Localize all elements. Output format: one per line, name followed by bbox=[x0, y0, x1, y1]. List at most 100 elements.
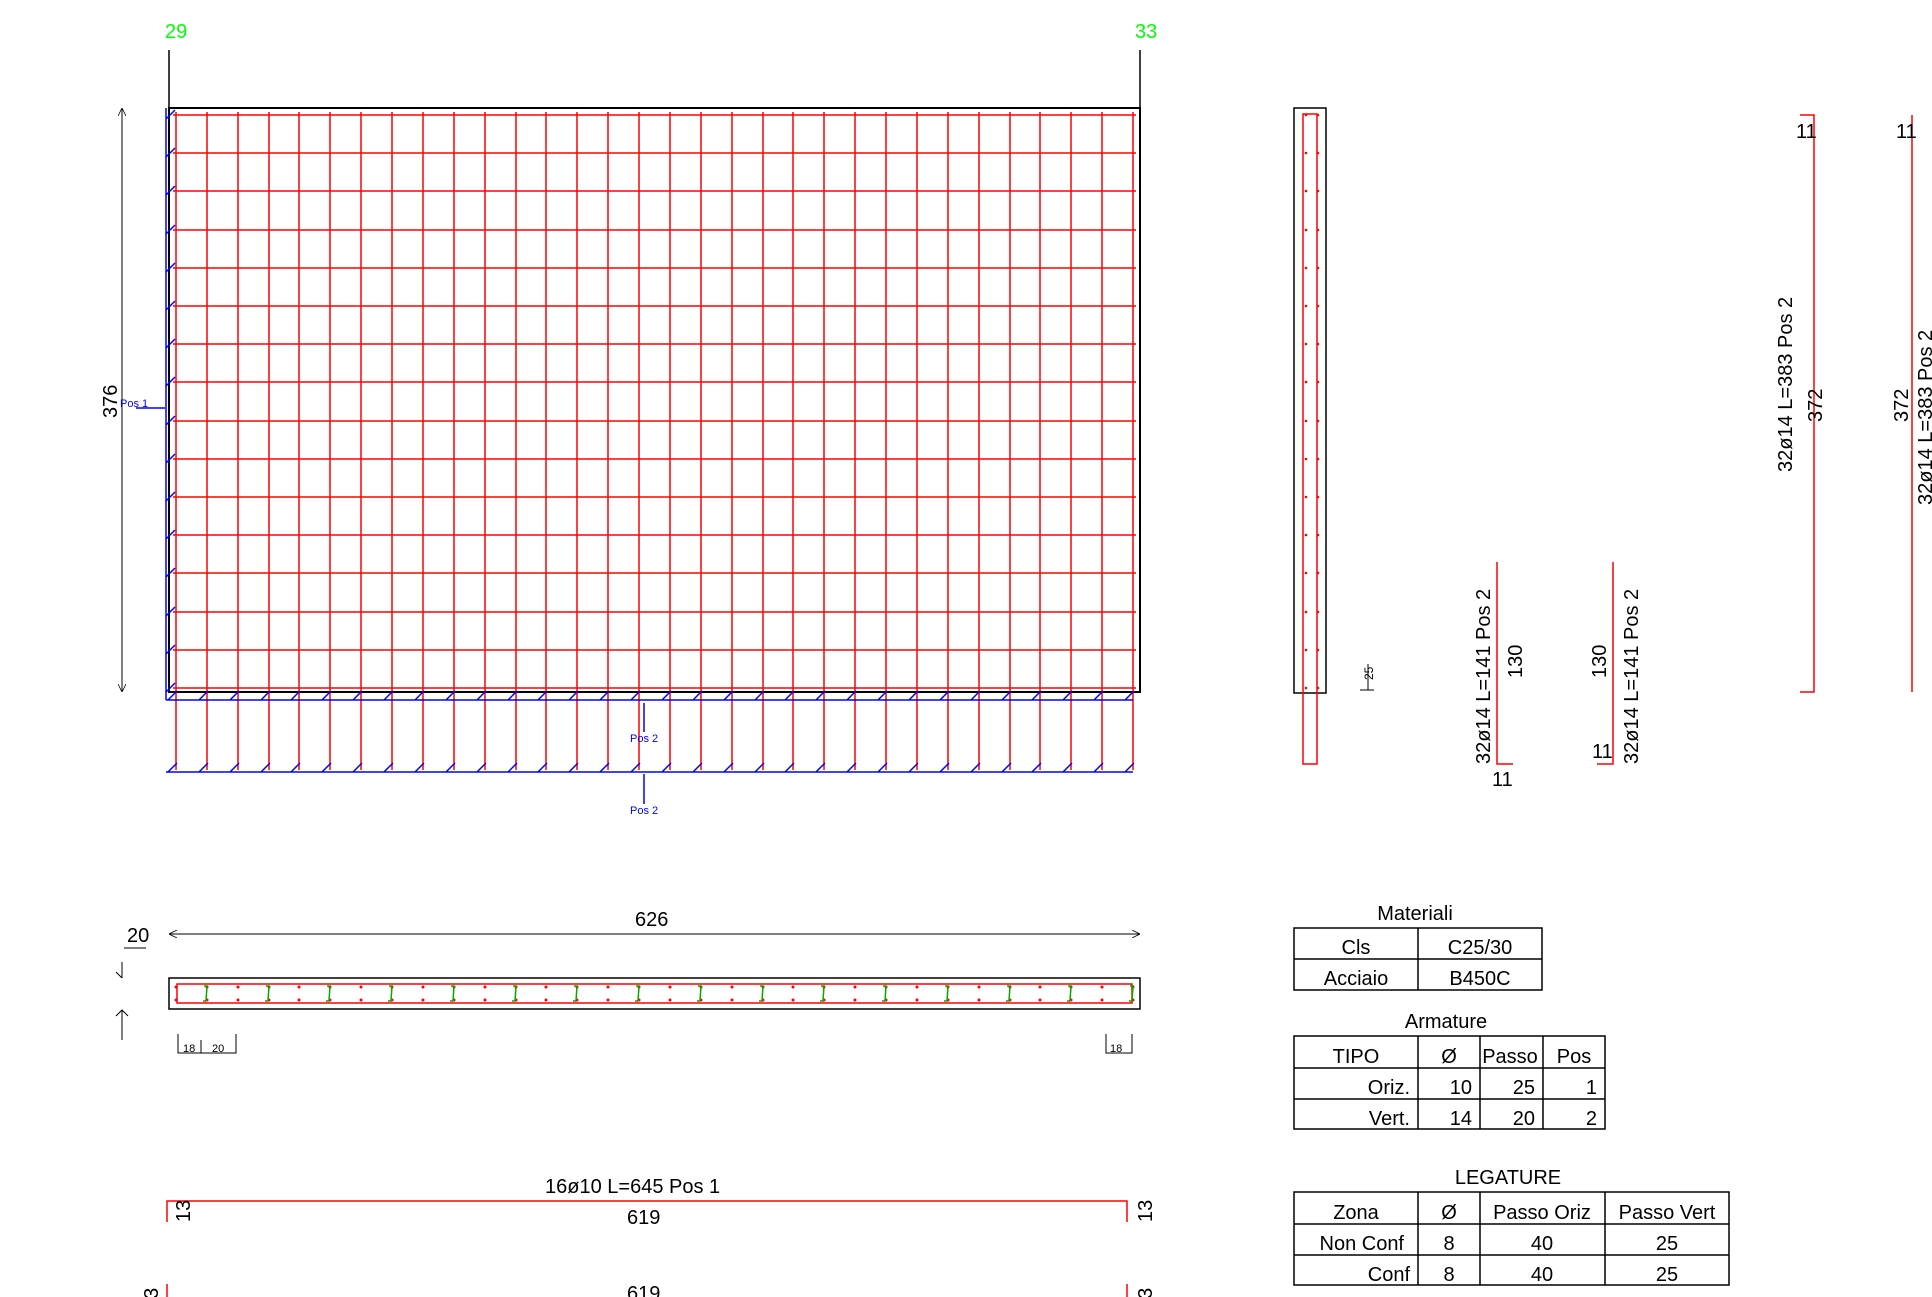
plan-bar-dot bbox=[791, 985, 795, 989]
wall-elevation bbox=[165, 107, 1141, 773]
legature-header: Zona bbox=[1333, 1202, 1379, 1224]
plan-bar-dot bbox=[668, 985, 672, 989]
plan-tie bbox=[1067, 985, 1072, 1002]
starter-b-label: 32ø14 L=141 Pos 2 bbox=[1621, 589, 1643, 764]
plan-tie bbox=[326, 985, 331, 1002]
plan-length-dimension: 626 bbox=[169, 909, 1140, 934]
plan-bar-dot bbox=[297, 985, 301, 989]
plan-bar-dot bbox=[236, 985, 240, 989]
plan-bar-dot bbox=[544, 998, 548, 1002]
starter-tie-tick bbox=[939, 690, 950, 701]
plan-tie bbox=[1129, 985, 1134, 1002]
starter-tie-tick bbox=[661, 762, 672, 773]
starter-tie-tick bbox=[784, 762, 795, 773]
legature-table: LEGATURE Zona Ø Passo Oriz Passo Vert No… bbox=[1293, 1167, 1730, 1286]
vertical-b-hook: 11 bbox=[1896, 121, 1917, 143]
armature-cell: Vert. bbox=[1369, 1108, 1410, 1130]
armature-cell: 14 bbox=[1450, 1108, 1472, 1130]
axis-label-left: 29 bbox=[165, 21, 187, 43]
materiali-cell: C25/30 bbox=[1448, 937, 1513, 959]
plan-tie bbox=[697, 985, 702, 1002]
section-bar-dot bbox=[1304, 419, 1308, 423]
starter-b-hook: 11 bbox=[1592, 741, 1613, 763]
section-bar-dot bbox=[1304, 495, 1308, 499]
armature-cell: Oriz. bbox=[1368, 1077, 1410, 1099]
starter-tie-tick bbox=[167, 762, 178, 773]
starter-tie-tick bbox=[599, 690, 610, 701]
plan-bar-dot bbox=[977, 985, 981, 989]
pos2-lower-label: Pos 2 bbox=[630, 805, 658, 817]
plan-bar-dot bbox=[421, 998, 425, 1002]
starter-tie-tick bbox=[1124, 690, 1135, 701]
section-bar-dot bbox=[1304, 189, 1308, 193]
section-bar-dot bbox=[1304, 533, 1308, 537]
starter-tie-tick bbox=[414, 690, 425, 701]
starter-tie-tick bbox=[445, 762, 456, 773]
section-bar-dot bbox=[1316, 304, 1320, 308]
plan-bar-dot bbox=[544, 985, 548, 989]
plan-tie bbox=[820, 985, 825, 1002]
legature-title: LEGATURE bbox=[1455, 1167, 1561, 1189]
starter-tie-tick bbox=[754, 762, 765, 773]
section-bar-dot bbox=[1304, 113, 1308, 117]
side-dim-text: 25 bbox=[1362, 666, 1376, 680]
horizontal-hook-right: 13 bbox=[1135, 1200, 1157, 1222]
horizontal-label: 16ø10 L=645 Pos 1 bbox=[545, 1176, 720, 1198]
stirrup-tick bbox=[165, 644, 176, 655]
starter-tie-tick bbox=[537, 762, 548, 773]
section-bar-dot bbox=[1316, 648, 1320, 652]
legature-cell: 8 bbox=[1443, 1264, 1454, 1286]
starter-tie-tick bbox=[970, 690, 981, 701]
legature-cell: 8 bbox=[1443, 1233, 1454, 1255]
plan-spacing-left-a: 18 bbox=[183, 1043, 195, 1055]
section-bar-dot bbox=[1316, 189, 1320, 193]
starter-tie-tick bbox=[630, 762, 641, 773]
stirrup-tick bbox=[165, 338, 176, 349]
plan-bar-dot bbox=[483, 985, 487, 989]
starter-tie-tick bbox=[537, 690, 548, 701]
starter-tie-tick bbox=[877, 762, 888, 773]
legature-cell: 40 bbox=[1531, 1264, 1553, 1286]
axis-label-right: 33 bbox=[1135, 21, 1157, 43]
stirrup-tick bbox=[165, 682, 176, 693]
legature-cell: Conf bbox=[1368, 1264, 1411, 1286]
armature-cell: 10 bbox=[1450, 1077, 1472, 1099]
plan-tie bbox=[759, 985, 764, 1002]
armature-title: Armature bbox=[1405, 1011, 1487, 1033]
plan-tie bbox=[573, 985, 578, 1002]
plan-bar-dot bbox=[1100, 985, 1104, 989]
plan-bar-dot bbox=[174, 985, 178, 989]
plan-length-text: 626 bbox=[635, 909, 668, 931]
horizontal-hook-left: 13 bbox=[173, 1200, 195, 1222]
materiali-table: Materiali Cls C25/30 Acciaio B450C bbox=[1293, 903, 1543, 991]
legature-header: Ø bbox=[1441, 1202, 1457, 1224]
bar-shape-starter-b: 32ø14 L=141 Pos 2 130 11 bbox=[1589, 562, 1643, 765]
horizontal2-hook-left: 13 bbox=[141, 1288, 163, 1297]
wall-plan-section bbox=[168, 977, 1141, 1010]
legature-cell: 25 bbox=[1656, 1233, 1678, 1255]
section-bar-dot bbox=[1304, 380, 1308, 384]
armature-cell: 2 bbox=[1586, 1108, 1597, 1130]
stirrup-tick bbox=[165, 300, 176, 311]
starter-tie-tick bbox=[970, 762, 981, 773]
vertical-b-label: 32ø14 L=383 Pos 2 bbox=[1915, 330, 1932, 505]
plan-bar-dot bbox=[730, 998, 734, 1002]
plan-spacing-right: 18 bbox=[1110, 1043, 1122, 1055]
section-bar-dot bbox=[1316, 457, 1320, 461]
plan-bar-dot bbox=[359, 998, 363, 1002]
section-bar-dot bbox=[1316, 228, 1320, 232]
plan-tie bbox=[635, 985, 640, 1002]
starter-tie-tick bbox=[754, 690, 765, 701]
materiali-cell: Cls bbox=[1342, 937, 1371, 959]
section-bar-dot bbox=[1316, 533, 1320, 537]
stirrup-tick bbox=[165, 606, 176, 617]
starter-tie-tick bbox=[939, 762, 950, 773]
section-bar-dot bbox=[1316, 151, 1320, 155]
section-bar-dot bbox=[1316, 380, 1320, 384]
plan-tie bbox=[450, 985, 455, 1002]
armature-header: Pos bbox=[1557, 1046, 1591, 1068]
armature-header: Passo bbox=[1482, 1046, 1538, 1068]
starter-b-length: 130 bbox=[1589, 645, 1611, 678]
plan-tie bbox=[388, 985, 393, 1002]
